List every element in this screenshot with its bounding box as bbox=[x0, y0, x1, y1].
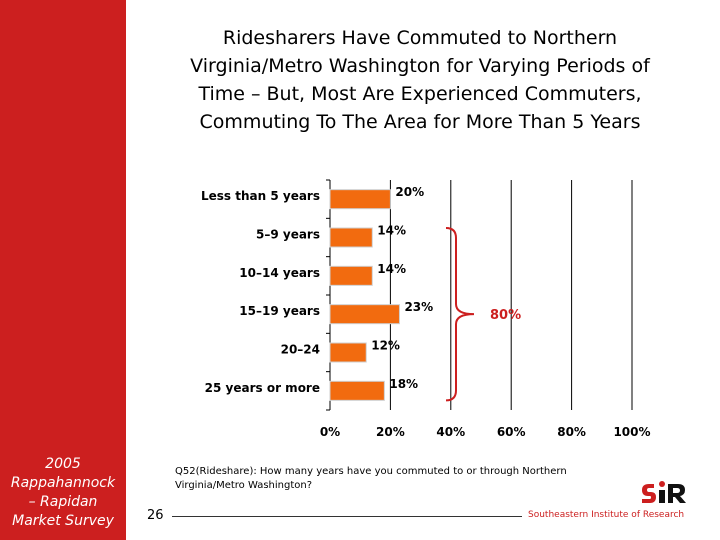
x-tick-label: 0% bbox=[320, 425, 340, 439]
sir-logo-icon bbox=[642, 481, 686, 503]
title-line: Ridesharers Have Commuted to Northern bbox=[222, 27, 618, 49]
slide-title: Ridesharers Have Commuted to Northern Vi… bbox=[140, 24, 700, 136]
survey-label-line: Rappahannock bbox=[10, 475, 116, 491]
bar bbox=[329, 380, 385, 401]
organization-name: Southeastern Institute of Research bbox=[528, 510, 685, 520]
bar-value-label: 18% bbox=[389, 377, 418, 391]
bar-value-label: 20% bbox=[395, 185, 424, 199]
category-label: Less than 5 years bbox=[201, 189, 320, 203]
page-number: 26 bbox=[147, 508, 164, 523]
x-tick-label: 20% bbox=[376, 425, 405, 439]
category-label: 20–24 bbox=[281, 343, 320, 357]
survey-label-line: – Rapidan bbox=[28, 494, 98, 510]
annotation-label: 80% bbox=[490, 308, 521, 323]
title-line: Commuting To The Area for More Than 5 Ye… bbox=[199, 111, 641, 133]
x-tick-label: 40% bbox=[436, 425, 465, 439]
bar-value-label: 14% bbox=[377, 224, 406, 238]
bar-value-label: 14% bbox=[377, 262, 406, 276]
bar bbox=[329, 189, 391, 210]
bar bbox=[329, 265, 373, 286]
sidebar-panel: 2005 Rappahannock – Rapidan Market Surve… bbox=[0, 0, 126, 540]
annotation-bracket bbox=[445, 227, 475, 402]
bar bbox=[329, 227, 373, 248]
x-tick-label: 60% bbox=[497, 425, 526, 439]
category-label: 25 years or more bbox=[205, 381, 320, 395]
survey-label-line: Market Survey bbox=[12, 513, 114, 529]
x-tick-label: 100% bbox=[613, 425, 650, 439]
footer-divider bbox=[172, 516, 522, 517]
title-line: Virginia/Metro Washington for Varying Pe… bbox=[190, 55, 650, 77]
x-tick-label: 80% bbox=[557, 425, 586, 439]
category-label: 15–19 years bbox=[239, 304, 320, 318]
survey-label-line: 2005 bbox=[45, 456, 81, 472]
survey-question: Q52(Rideshare): How many years have you … bbox=[175, 466, 567, 491]
bar bbox=[329, 304, 400, 325]
category-label: 5–9 years bbox=[256, 228, 320, 242]
bar-value-label: 12% bbox=[371, 339, 400, 353]
bar bbox=[329, 342, 367, 363]
bar-value-label: 23% bbox=[404, 300, 433, 314]
title-line: Time – But, Most Are Experienced Commute… bbox=[198, 83, 642, 105]
survey-label: 2005 Rappahannock – Rapidan Market Surve… bbox=[0, 455, 126, 531]
category-label: 10–14 years bbox=[239, 266, 320, 280]
